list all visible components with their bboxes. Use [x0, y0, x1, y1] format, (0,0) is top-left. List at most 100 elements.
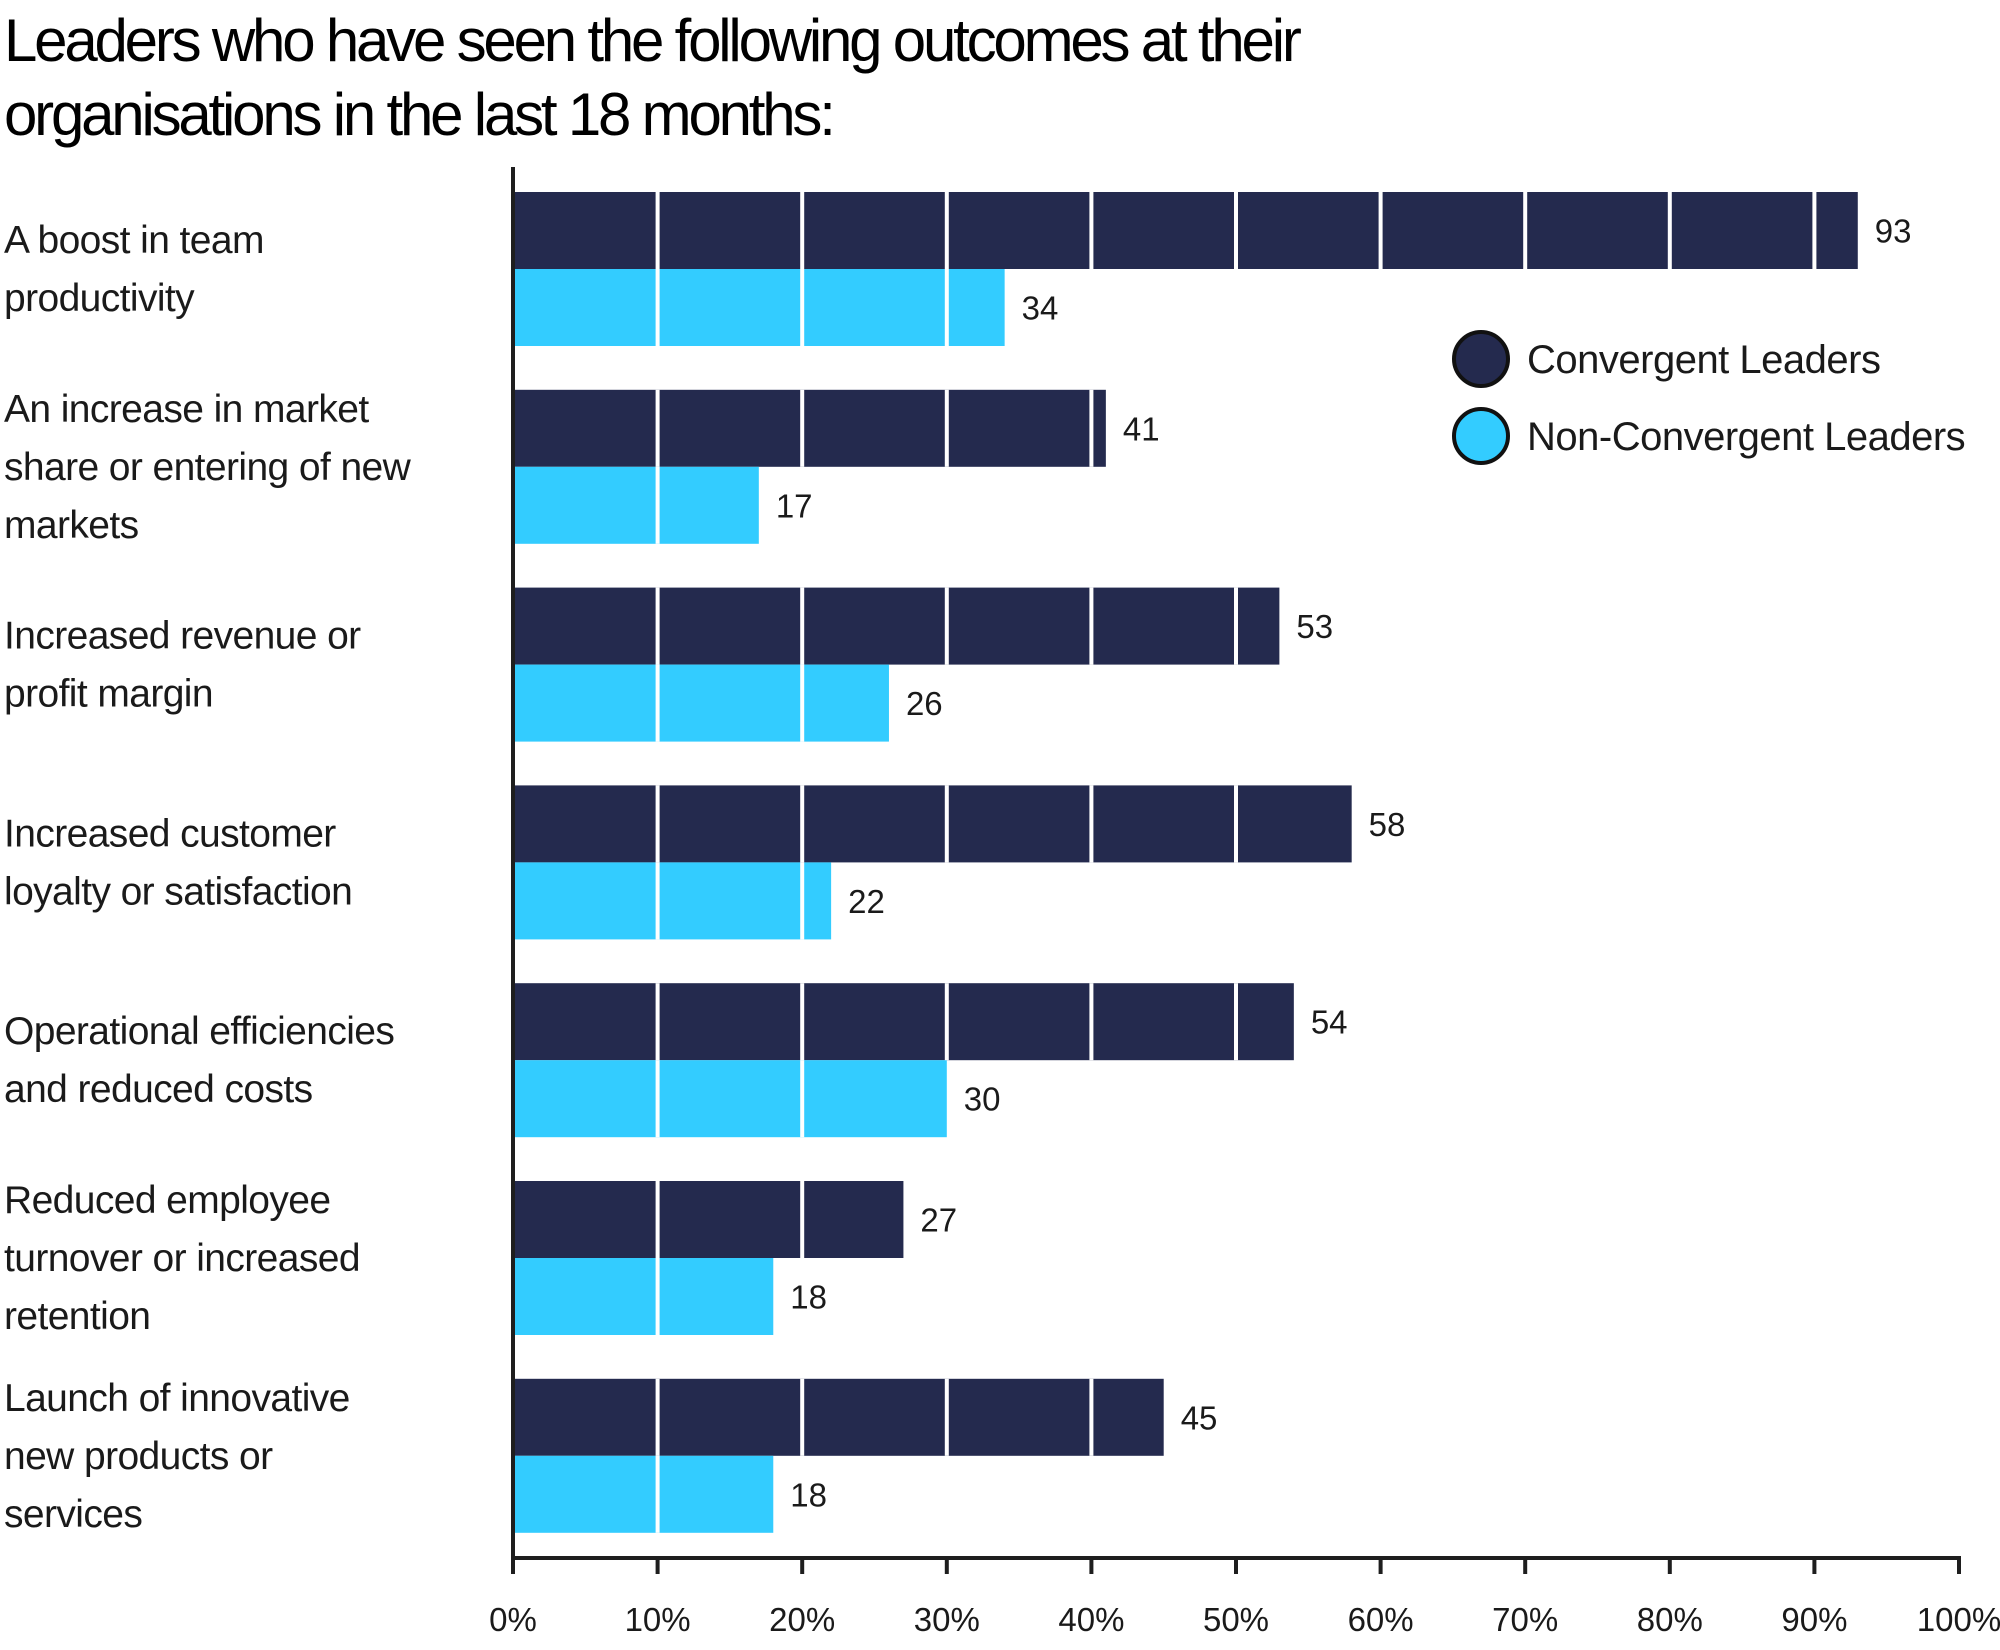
bar-convergent [513, 983, 1294, 1061]
category-label-line: services [4, 1493, 142, 1536]
gridline [800, 269, 805, 346]
x-tick-label: 90% [1781, 1601, 1847, 1638]
category-label-line: An increase in market [4, 388, 369, 431]
category-label: Reduced employee turnover or increased ret… [4, 1179, 360, 1338]
data-label: 30 [964, 1081, 1001, 1118]
gridline [1089, 389, 1094, 467]
legend-label: Non-Convergent Leaders [1527, 415, 1965, 459]
gridline [1089, 785, 1094, 863]
category-label-line: Reduced employee [4, 1179, 330, 1222]
gridline [800, 983, 805, 1061]
legend: Convergent Leaders Non-Convergent Leaders [1452, 330, 1966, 465]
category-label-line: loyalty or satisfaction [4, 870, 352, 913]
gridline [800, 192, 805, 269]
y-axis-line [511, 167, 515, 1560]
gridline [1378, 192, 1383, 269]
gridline [800, 1060, 805, 1138]
gridline [1523, 192, 1528, 269]
gridline [1234, 192, 1238, 269]
x-tick-label: 100% [1917, 1601, 2000, 1638]
x-tick [1523, 1558, 1528, 1574]
gridline [655, 1455, 660, 1533]
gridline [944, 785, 949, 863]
gridline [800, 1378, 805, 1456]
x-tick-label: 70% [1492, 1601, 1558, 1638]
x-tick [1957, 1558, 1961, 1574]
category-label: Operational efficiencies and reduced cost… [4, 1010, 394, 1111]
x-tick-label: 30% [914, 1601, 980, 1638]
bar-non-convergent [513, 466, 759, 544]
x-tick-label: 50% [1203, 1601, 1269, 1638]
gridline [800, 1181, 805, 1258]
gridline [944, 983, 949, 1061]
category-label: Launch of innovative new products or servi… [4, 1377, 350, 1536]
data-label: 26 [906, 685, 943, 722]
bar-non-convergent [513, 1258, 774, 1335]
bar-non-convergent [513, 269, 1005, 346]
category-label: Increased revenue or profit margin [4, 615, 361, 716]
x-tick [655, 1558, 660, 1574]
chart-title: Leaders who have seen the following outc… [4, 7, 1302, 148]
gridline [944, 1378, 949, 1456]
x-tick [1667, 1558, 1672, 1574]
gridline [655, 1258, 660, 1335]
gridline [1812, 192, 1817, 269]
gridline [1234, 785, 1238, 863]
category-label-line: retention [4, 1295, 150, 1338]
bar-convergent [513, 1181, 904, 1258]
gridline [1667, 192, 1672, 269]
data-label: 53 [1296, 608, 1333, 645]
bars-layer [513, 192, 1858, 1533]
data-label: 27 [920, 1202, 957, 1239]
bar-convergent [513, 587, 1280, 665]
bar-convergent [513, 1378, 1164, 1456]
gridline [655, 664, 660, 742]
gridline [1234, 587, 1238, 665]
category-label-line: productivity [4, 277, 195, 320]
gridline [655, 587, 660, 665]
gridline [1089, 587, 1094, 665]
data-label: 22 [848, 883, 885, 920]
gridline [800, 587, 805, 665]
x-tick-label: 80% [1637, 1601, 1703, 1638]
x-tick [944, 1558, 949, 1574]
x-tick [800, 1558, 805, 1574]
category-label-line: Increased revenue or [4, 615, 361, 658]
x-tick [1812, 1558, 1817, 1574]
bar-non-convergent [513, 664, 889, 742]
gridline [800, 389, 805, 467]
x-tick-label: 10% [625, 1601, 691, 1638]
x-tick [1089, 1558, 1094, 1574]
x-tick [1234, 1558, 1238, 1574]
category-label-line: share or entering of new [4, 446, 412, 489]
gridline [1234, 983, 1238, 1061]
category-label-line: turnover or increased [4, 1237, 360, 1280]
x-tick-label: 60% [1348, 1601, 1414, 1638]
gridline [655, 192, 660, 269]
gridline [1089, 1378, 1094, 1456]
gridline [655, 1060, 660, 1138]
category-label: An increase in market share or entering o… [4, 388, 412, 547]
category-label-line: and reduced costs [4, 1068, 313, 1111]
gridline [944, 269, 949, 346]
x-tick-label: 0% [489, 1601, 537, 1638]
data-label: 18 [790, 1476, 827, 1513]
gridline [944, 587, 949, 665]
data-label: 34 [1022, 290, 1059, 327]
gridline [1089, 983, 1094, 1061]
legend-swatch-non-convergent [1452, 407, 1510, 465]
value-labels-layer: 93 34 41 17 53 26 58 22 54 30 27 18 45 18 [776, 213, 1912, 1514]
category-label: Increased customer loyalty or satisfactio… [4, 812, 352, 913]
gridline [1089, 192, 1094, 269]
category-label-line: Increased customer [4, 812, 336, 855]
gridline [655, 983, 660, 1061]
data-label: 93 [1875, 213, 1912, 250]
gridline [655, 785, 660, 863]
axes-layer: 0% 10% 20% 30% 40% 50% 60% 70% 80% 90% 100% [489, 167, 2000, 1638]
x-tick-label: 20% [769, 1601, 835, 1638]
x-tick [511, 1558, 515, 1574]
data-label: 45 [1181, 1399, 1218, 1436]
gridline [655, 1378, 660, 1456]
bar-convergent [513, 785, 1352, 863]
